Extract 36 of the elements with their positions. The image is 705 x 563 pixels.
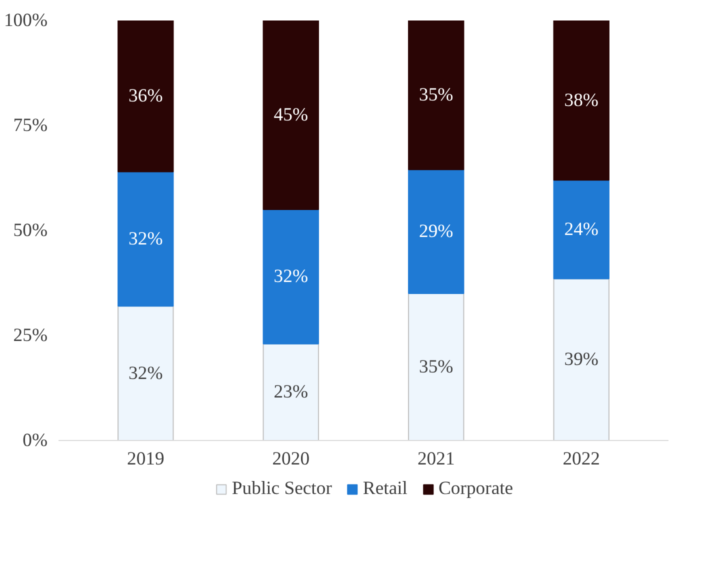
y-tick-label: 50% — [13, 220, 48, 241]
y-tick-label: 25% — [13, 325, 48, 346]
bar — [553, 180, 610, 280]
y-tick-label: 0% — [22, 430, 48, 451]
y-tick-label: 100% — [4, 10, 48, 31]
legend-label: Retail — [362, 478, 408, 500]
bar — [118, 306, 174, 440]
y-tick-label: 75% — [13, 115, 48, 136]
x-tick-label: 2021 — [417, 448, 455, 470]
bar — [553, 278, 610, 440]
data-label: 24% — [564, 218, 598, 240]
x-tick-label: 2022 — [562, 448, 600, 470]
data-label: 39% — [564, 349, 598, 370]
bar — [553, 20, 610, 181]
legend-label: Corporate — [438, 478, 514, 500]
x-tick-label: 2020 — [272, 448, 310, 470]
bar — [408, 169, 464, 294]
x-tick-label: 2019 — [126, 448, 164, 470]
bar — [118, 171, 174, 307]
data-label: 29% — [419, 221, 454, 242]
data-label: 35% — [419, 84, 454, 106]
data-label: 23% — [274, 382, 308, 403]
bar — [262, 209, 319, 344]
data-label: 32% — [128, 362, 163, 384]
data-label: 45% — [274, 104, 308, 126]
data-label: 32% — [128, 228, 163, 250]
bar — [408, 293, 464, 440]
data-label: 36% — [128, 86, 163, 107]
bar — [118, 20, 174, 172]
data-label: 32% — [274, 266, 308, 288]
bar — [262, 20, 319, 210]
bar — [408, 20, 464, 170]
data-label: 35% — [419, 356, 454, 378]
legend-label: Public Sector — [232, 478, 332, 500]
bar — [262, 343, 319, 440]
data-label: 38% — [564, 90, 598, 111]
